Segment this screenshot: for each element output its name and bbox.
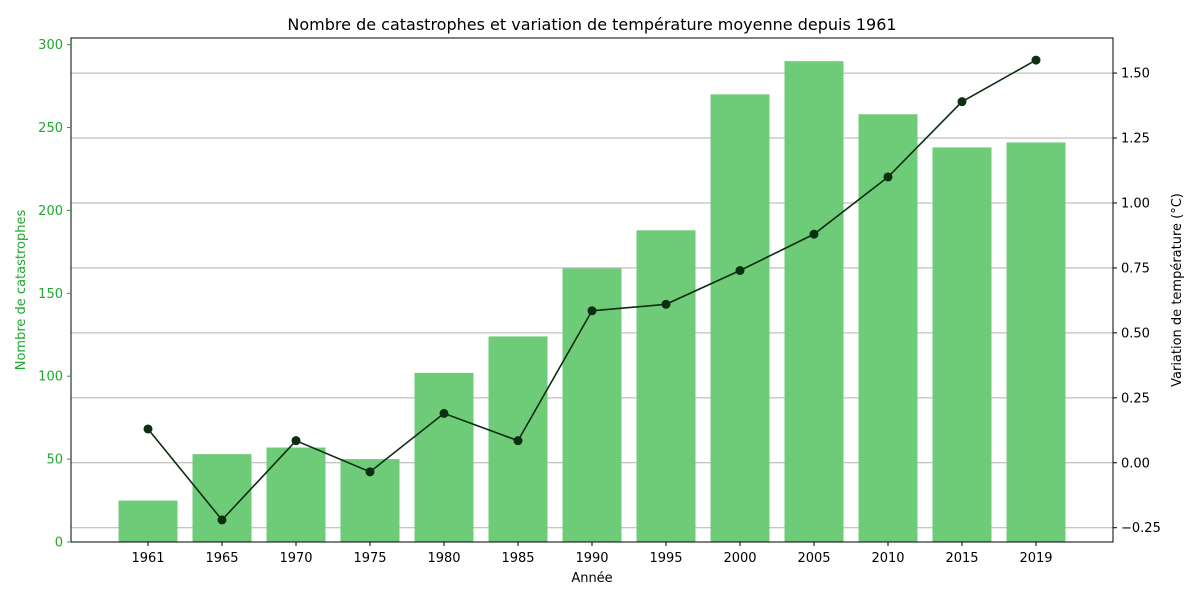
bar [710, 94, 770, 543]
temperature-point [143, 424, 153, 434]
y-tick-label: 100 [38, 370, 63, 385]
chart-title: Nombre de catastrophes et variation de t… [287, 15, 896, 34]
y2-tick-label: 0.00 [1121, 456, 1150, 471]
temperature-point [439, 408, 449, 418]
y-tick-label: 0 [55, 536, 63, 551]
y2-tick-label: 0.75 [1121, 261, 1150, 276]
x-tick-label: 2019 [1019, 551, 1052, 566]
y2-tick-label: 0.25 [1121, 391, 1150, 406]
temperature-point [1031, 55, 1041, 65]
y-tick-label: 50 [46, 453, 63, 468]
x-tick-label: 1961 [131, 551, 164, 566]
bar [414, 372, 474, 542]
temperature-point [365, 467, 375, 477]
x-tick-label: 1975 [353, 551, 386, 566]
y2-tick-label: 1.50 [1121, 67, 1150, 82]
temperature-point [513, 436, 523, 446]
bar [118, 500, 178, 542]
temperature-point [217, 515, 227, 525]
x-tick-label: 1965 [205, 551, 238, 566]
temperature-series [143, 55, 1041, 525]
y-axis-left: 0 50 100 150 200 250 300 [38, 38, 71, 551]
y-axis-left-label: Nombre de catastrophes [14, 210, 29, 371]
y-tick-label: 250 [38, 121, 63, 136]
bar [858, 114, 918, 543]
bar [932, 147, 992, 542]
y2-tick-label: 0.50 [1121, 326, 1150, 341]
temperature-point [957, 97, 967, 107]
y2-tick-label: 1.25 [1121, 132, 1150, 147]
y-tick-label: 300 [38, 38, 63, 53]
bar [784, 61, 844, 543]
bars [118, 61, 1066, 543]
y2-tick-label: −0.25 [1121, 521, 1161, 536]
temperature-point [883, 172, 893, 182]
x-tick-label: 1980 [427, 551, 460, 566]
temperature-point [587, 306, 597, 316]
temperature-point [661, 299, 671, 309]
x-axis: 1961 1965 1970 1975 1980 1985 1990 1995 2000 2005… [131, 542, 1053, 566]
x-tick-label: 1995 [649, 551, 682, 566]
x-tick-label: 1990 [575, 551, 608, 566]
x-axis-label: Année [571, 571, 612, 586]
bar [266, 447, 326, 542]
x-tick-label: 1985 [501, 551, 534, 566]
temperature-point [735, 266, 745, 276]
bar [636, 230, 696, 542]
x-tick-label: 2000 [723, 551, 756, 566]
temperature-point [291, 436, 301, 446]
x-tick-label: 2015 [945, 551, 978, 566]
x-tick-label: 2010 [871, 551, 904, 566]
y-axis-right: −0.25 0.00 0.25 0.50 0.75 1.00 1.25 1.50 [1113, 67, 1161, 536]
temperature-point [809, 229, 819, 239]
bar [1006, 142, 1066, 542]
y-tick-label: 150 [38, 287, 63, 302]
y-tick-label: 200 [38, 204, 63, 219]
y-axis-right-label: Variation de température (°C) [1170, 193, 1185, 387]
x-tick-label: 1970 [279, 551, 312, 566]
x-tick-label: 2005 [797, 551, 830, 566]
y2-tick-label: 1.00 [1121, 196, 1150, 211]
